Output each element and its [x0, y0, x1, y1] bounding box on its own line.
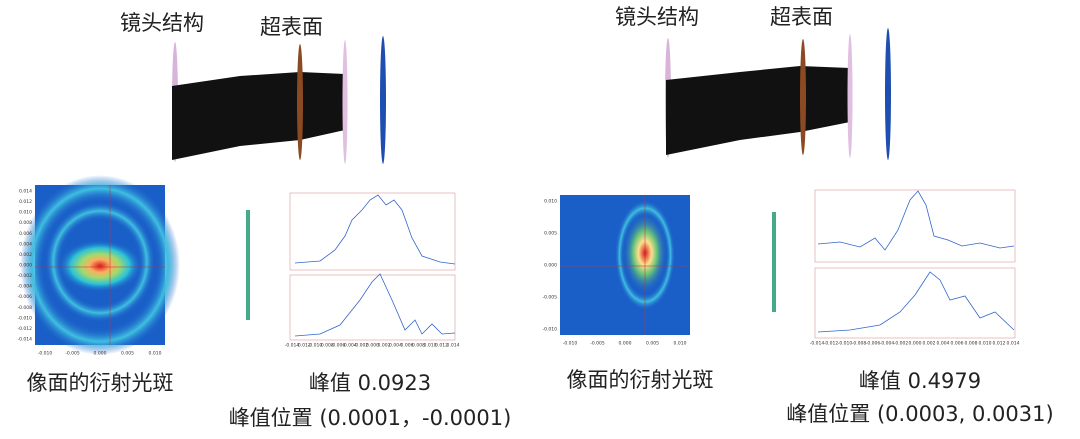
y-tick-label: 0.010 — [544, 199, 557, 205]
lens-label: 镜头结构 — [615, 5, 699, 29]
metasurface — [297, 44, 303, 160]
lens-element — [847, 34, 853, 158]
y-tick-label: 0.008 — [19, 220, 32, 226]
x-tick-label: -0.014 — [810, 341, 825, 347]
y-tick-label: -0.005 — [542, 295, 557, 301]
y-tick-label: -0.010 — [17, 315, 32, 321]
y-tick-label: 0.002 — [19, 252, 32, 258]
image-plane — [885, 28, 891, 160]
x-tick-label: 0.004 — [937, 341, 950, 347]
colorbar — [246, 210, 250, 320]
x-tick-label: -0.004 — [342, 343, 357, 349]
profile-curve — [294, 194, 456, 265]
x-tick-label: -0.005 — [590, 341, 605, 347]
y-tick-label: 0.010 — [19, 210, 32, 216]
x-tick-label: -0.010 — [838, 341, 853, 347]
x-tick-label: -0.006 — [866, 341, 881, 347]
left-panel: 镜头结构 超表面 像面的衍射光斑 峰值 0.0923 峰值位置 (0.0001，… — [20, 11, 511, 430]
spot-core — [58, 240, 142, 292]
x-tick-label: -0.008 — [319, 343, 334, 349]
peak-position: 峰值位置 (0.0003, 0.0031) — [786, 402, 1053, 426]
x-tick-label: -0.012 — [824, 341, 839, 347]
x-tick-label: 0.010 — [149, 351, 162, 357]
peak-value: 峰值 0.0923 — [309, 371, 431, 395]
x-tick-label: 0.008 — [412, 343, 425, 349]
x-tick-label: 0.008 — [965, 341, 978, 347]
profile-curve — [817, 190, 1015, 251]
x-tick-label: 0.000 — [619, 341, 632, 347]
profile-frame — [289, 192, 456, 271]
x-tick-label: 0.006 — [401, 343, 414, 349]
y-tick-label: 0.000 — [544, 263, 557, 269]
metasurface-label: 超表面 — [770, 5, 833, 29]
x-tick-label: 0.010 — [674, 341, 687, 347]
image-plane — [380, 36, 386, 164]
x-tick-label: 0.010 — [424, 343, 437, 349]
x-tick-label: -0.008 — [852, 341, 867, 347]
y-tick-label: 0.014 — [19, 189, 32, 195]
colorbar — [772, 212, 776, 312]
x-tick-label: -0.002 — [354, 343, 369, 349]
x-tick-label: -0.010 — [308, 343, 323, 349]
x-tick-label: -0.014 — [285, 343, 300, 349]
x-tick-label: 0.005 — [121, 351, 134, 357]
profile-frame — [289, 274, 456, 341]
metasurface — [800, 39, 806, 155]
y-tick-label: -0.002 — [17, 273, 32, 279]
x-tick-label: -0.010 — [38, 351, 53, 357]
x-tick-label: 0.005 — [646, 341, 659, 347]
x-tick-label: -0.002 — [894, 341, 909, 347]
y-tick-label: -0.004 — [17, 284, 32, 290]
y-tick-label: 0.006 — [19, 231, 32, 237]
x-tick-label: -0.010 — [563, 341, 578, 347]
profile-frame — [814, 267, 1016, 339]
x-tick-label: 0.012 — [435, 343, 448, 349]
profile-curve — [817, 271, 1015, 333]
x-tick-label: -0.012 — [296, 343, 311, 349]
y-tick-label: -0.012 — [17, 326, 32, 332]
x-tick-label: 0.014 — [1007, 341, 1020, 347]
y-tick-label: -0.006 — [17, 294, 32, 300]
lens-body — [172, 72, 345, 160]
x-tick-label: -0.006 — [331, 343, 346, 349]
y-tick-label: 0.004 — [19, 241, 32, 247]
y-tick-label: 0.012 — [19, 199, 32, 205]
profile-frame — [814, 189, 1016, 263]
x-tick-label: -0.005 — [65, 351, 80, 357]
right-panel: 镜头结构 超表面 像面的衍射光斑 峰值 0.4979 峰值位置 (0.0003,… — [560, 5, 1054, 426]
x-tick-label: 0.010 — [979, 341, 992, 347]
y-tick-label: -0.010 — [542, 327, 557, 333]
profile-curve — [294, 273, 456, 337]
x-tick-label: 0.012 — [993, 341, 1006, 347]
x-tick-label: 0.000 — [909, 341, 922, 347]
peak-position: 峰值位置 (0.0001，-0.0001) — [229, 406, 512, 430]
y-tick-label: 0.000 — [19, 263, 32, 269]
x-tick-label: 0.000 — [94, 351, 107, 357]
spot-label: 像面的衍射光斑 — [567, 368, 714, 392]
lens-body — [666, 66, 850, 155]
y-tick-label: -0.014 — [17, 337, 32, 343]
spot-label: 像面的衍射光斑 — [27, 371, 174, 395]
peak-value: 峰值 0.4979 — [859, 369, 981, 393]
x-tick-label: 0.006 — [951, 341, 964, 347]
y-tick-label: -0.008 — [17, 305, 32, 311]
metasurface-label: 超表面 — [260, 15, 323, 39]
lens-element — [342, 40, 348, 164]
x-tick-label: -0.004 — [880, 341, 895, 347]
x-tick-label: 0.000 — [366, 343, 379, 349]
x-tick-label: 0.002 — [923, 341, 936, 347]
x-tick-label: 0.004 — [389, 343, 402, 349]
x-tick-label: 0.002 — [378, 343, 391, 349]
y-tick-label: 0.005 — [544, 231, 557, 237]
x-tick-label: 0.014 — [447, 343, 460, 349]
lens-label: 镜头结构 — [120, 11, 204, 35]
